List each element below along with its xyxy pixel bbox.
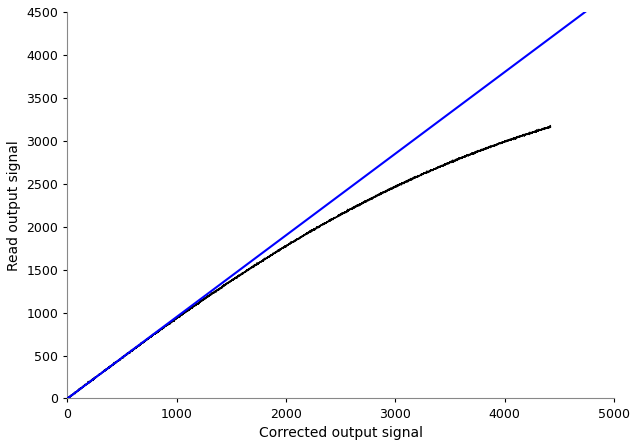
Y-axis label: Read output signal: Read output signal — [7, 140, 21, 270]
X-axis label: Corrected output signal: Corrected output signal — [259, 426, 423, 440]
